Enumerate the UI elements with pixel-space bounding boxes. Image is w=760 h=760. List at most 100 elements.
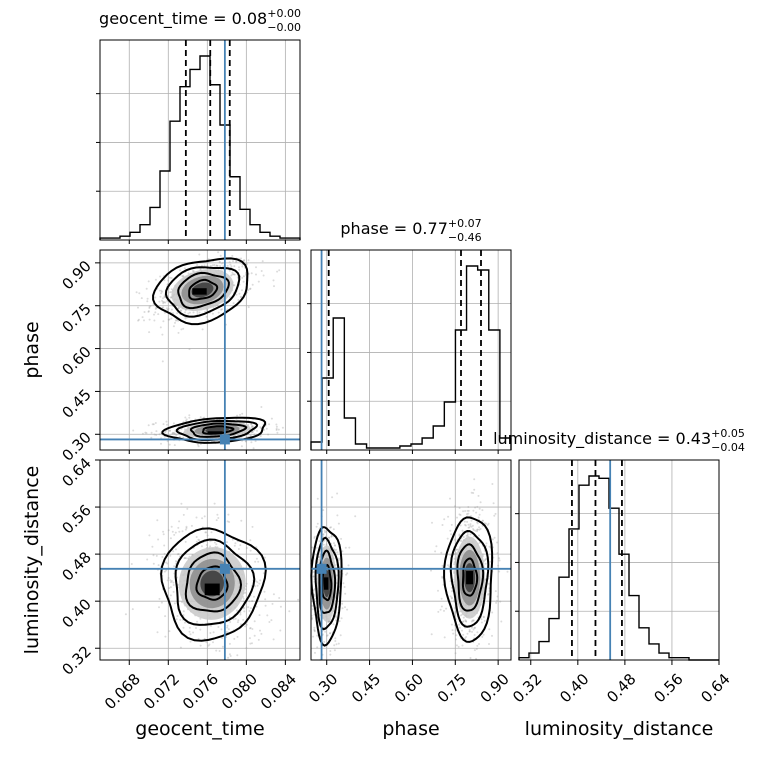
sample-point	[206, 309, 208, 312]
sample-point	[163, 295, 166, 298]
sample-point	[456, 548, 459, 551]
sample-point	[263, 556, 266, 559]
sample-point	[441, 524, 444, 526]
sample-point	[254, 440, 257, 443]
sample-point	[248, 637, 251, 640]
sample-point	[249, 549, 252, 552]
contour-0-1	[177, 271, 230, 310]
sample-point	[347, 564, 350, 567]
sample-point	[175, 618, 178, 621]
sample-point	[137, 319, 140, 322]
sample-point	[163, 311, 166, 314]
sample-point	[469, 630, 471, 633]
sample-point	[226, 624, 229, 627]
sample-point	[257, 560, 260, 563]
sample-point	[472, 619, 475, 622]
contour-0-3	[160, 527, 267, 642]
sample-point	[233, 265, 236, 268]
sample-point	[337, 559, 340, 562]
sample-point	[244, 588, 247, 591]
sample-point	[182, 274, 185, 277]
sample-point	[192, 311, 195, 314]
sample-point	[491, 538, 494, 541]
sample-point	[313, 630, 316, 633]
sample-point	[209, 545, 212, 548]
sample-point	[454, 652, 457, 655]
sample-point	[172, 422, 175, 425]
sample-point	[175, 560, 177, 563]
xtick-label-phase-1: 0.45	[348, 670, 384, 706]
sample-point	[155, 554, 158, 557]
sample-point	[498, 559, 501, 562]
sample-point	[124, 613, 127, 616]
sample-point	[334, 637, 337, 640]
sample-point	[443, 636, 446, 639]
sample-point	[172, 550, 175, 553]
sample-point	[466, 513, 468, 516]
ytick-label-phase-1: 0.45	[58, 386, 94, 422]
sample-point	[184, 317, 187, 320]
sample-point	[240, 436, 243, 439]
sample-point	[249, 434, 252, 437]
sample-point	[161, 333, 164, 336]
sample-point	[249, 539, 252, 542]
density-peak-1	[466, 571, 474, 585]
sample-point	[489, 560, 492, 563]
sample-point	[242, 618, 245, 621]
sample-point	[450, 523, 453, 526]
sample-point	[151, 545, 154, 548]
sample-point	[272, 279, 275, 282]
sample-point	[471, 619, 474, 622]
sample-point	[249, 642, 252, 645]
sample-point	[335, 611, 338, 614]
ytick-label-phase-3: 0.75	[58, 300, 94, 336]
sample-point	[164, 431, 167, 434]
sample-point	[449, 595, 452, 598]
sample-point	[333, 549, 336, 552]
histogram-luminosity_distance	[518, 475, 719, 661]
sample-point	[316, 522, 319, 525]
sample-point	[239, 623, 242, 626]
sample-point	[201, 264, 203, 267]
sample-point	[476, 528, 479, 531]
sample-point	[160, 289, 163, 292]
sample-point	[170, 308, 173, 311]
sample-point	[137, 306, 139, 309]
sample-point	[479, 501, 482, 504]
sample-point	[172, 590, 175, 593]
sample-point	[166, 440, 169, 443]
sample-point	[495, 601, 498, 604]
sample-point	[334, 640, 337, 642]
sample-point	[240, 519, 243, 522]
sample-point	[163, 279, 166, 282]
sample-point	[234, 617, 237, 620]
sample-point	[468, 630, 471, 633]
sample-point	[233, 637, 236, 640]
sample-point	[325, 530, 328, 533]
sample-point	[199, 416, 202, 419]
sample-point	[473, 649, 476, 652]
sample-point	[233, 284, 236, 287]
sample-point	[447, 564, 449, 567]
sample-point	[231, 254, 234, 257]
sample-point	[276, 270, 279, 273]
sample-point	[279, 629, 282, 632]
contour-0-2	[314, 536, 340, 631]
sample-point	[281, 426, 284, 429]
histograms-layer	[99, 55, 719, 661]
sample-point	[481, 509, 484, 512]
sample-point	[221, 308, 224, 311]
sample-point	[247, 289, 250, 292]
ytick-label-luminosity_distance-0: 0.32	[58, 642, 94, 678]
sample-point	[172, 581, 175, 584]
sample-point	[474, 529, 477, 532]
sample-point	[237, 619, 240, 622]
sample-point	[209, 264, 212, 267]
sample-point	[449, 529, 452, 532]
sample-point	[448, 565, 451, 568]
sample-point	[313, 628, 316, 631]
sample-point	[146, 558, 149, 561]
sample-point	[132, 429, 135, 432]
sample-point	[458, 534, 461, 537]
sample-point	[147, 310, 150, 313]
